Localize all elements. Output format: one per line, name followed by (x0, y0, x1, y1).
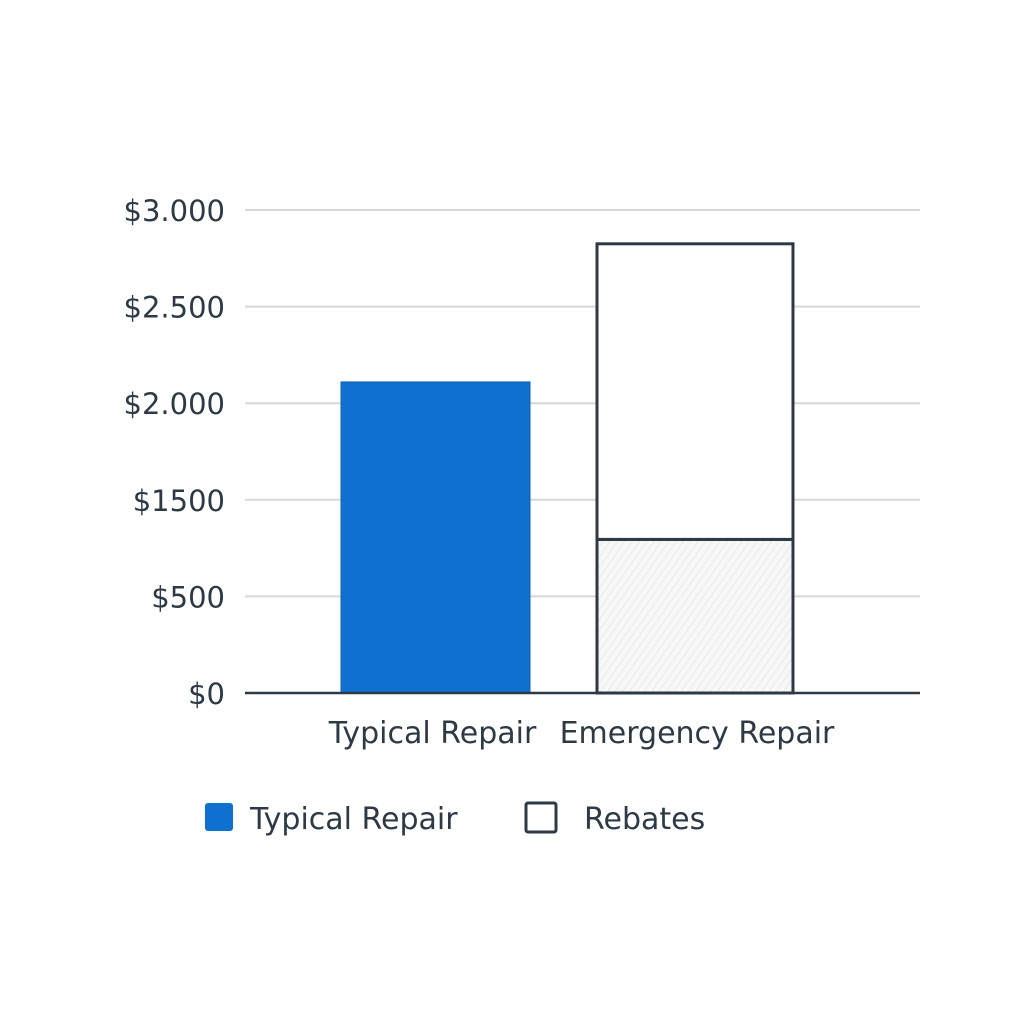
x-tick-label: Typical Repair (328, 716, 537, 751)
y-tick-label: $500 (151, 580, 225, 614)
bar-segment-1-emergency-repair (595, 537, 795, 695)
x-axis-labels: Typical Repair Emergency Repair (328, 716, 835, 751)
legend-label-typical-repair: Typical Repair (249, 802, 458, 837)
legend-label-rebates: Rebates (584, 802, 705, 837)
bars (340, 242, 795, 695)
y-axis-ticks: $0 $500 $1500 $2.000 $2.500 $3.000 (124, 194, 225, 711)
y-tick-label: $0 (188, 677, 225, 711)
bar-rebates-emergency-repair (595, 242, 795, 541)
legend: Typical Repair Rebates (205, 801, 705, 837)
bar-typical-repair-typical-repair (340, 381, 531, 694)
x-tick-label: Emergency Repair (560, 716, 835, 751)
y-tick-label: $1500 (133, 484, 225, 518)
y-tick-label: $3.000 (124, 194, 225, 228)
legend-swatch-rebates (524, 801, 558, 834)
y-tick-label: $2.000 (124, 387, 225, 421)
legend-swatch-typical-repair (205, 803, 233, 831)
y-tick-label: $2.500 (124, 291, 225, 325)
